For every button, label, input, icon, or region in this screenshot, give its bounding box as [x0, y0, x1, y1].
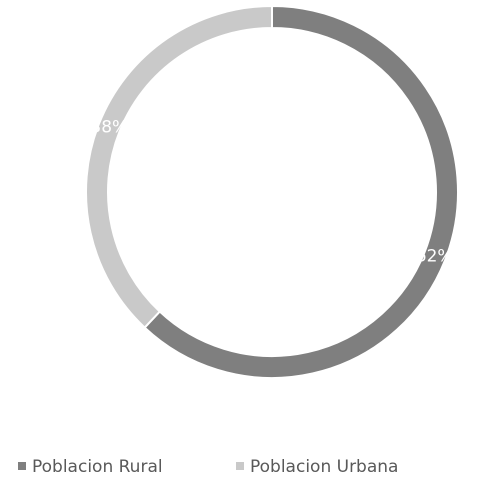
- donut-segment: [143, 4, 459, 379]
- donut-segment: [85, 4, 273, 330]
- legend-marker: [236, 462, 244, 470]
- data-label: 38%: [90, 118, 128, 138]
- legend-marker: [18, 462, 26, 470]
- legend-label: Poblacion Urbana: [250, 457, 398, 477]
- legend-label: Poblacion Rural: [32, 457, 163, 477]
- data-label: 62%: [416, 246, 454, 266]
